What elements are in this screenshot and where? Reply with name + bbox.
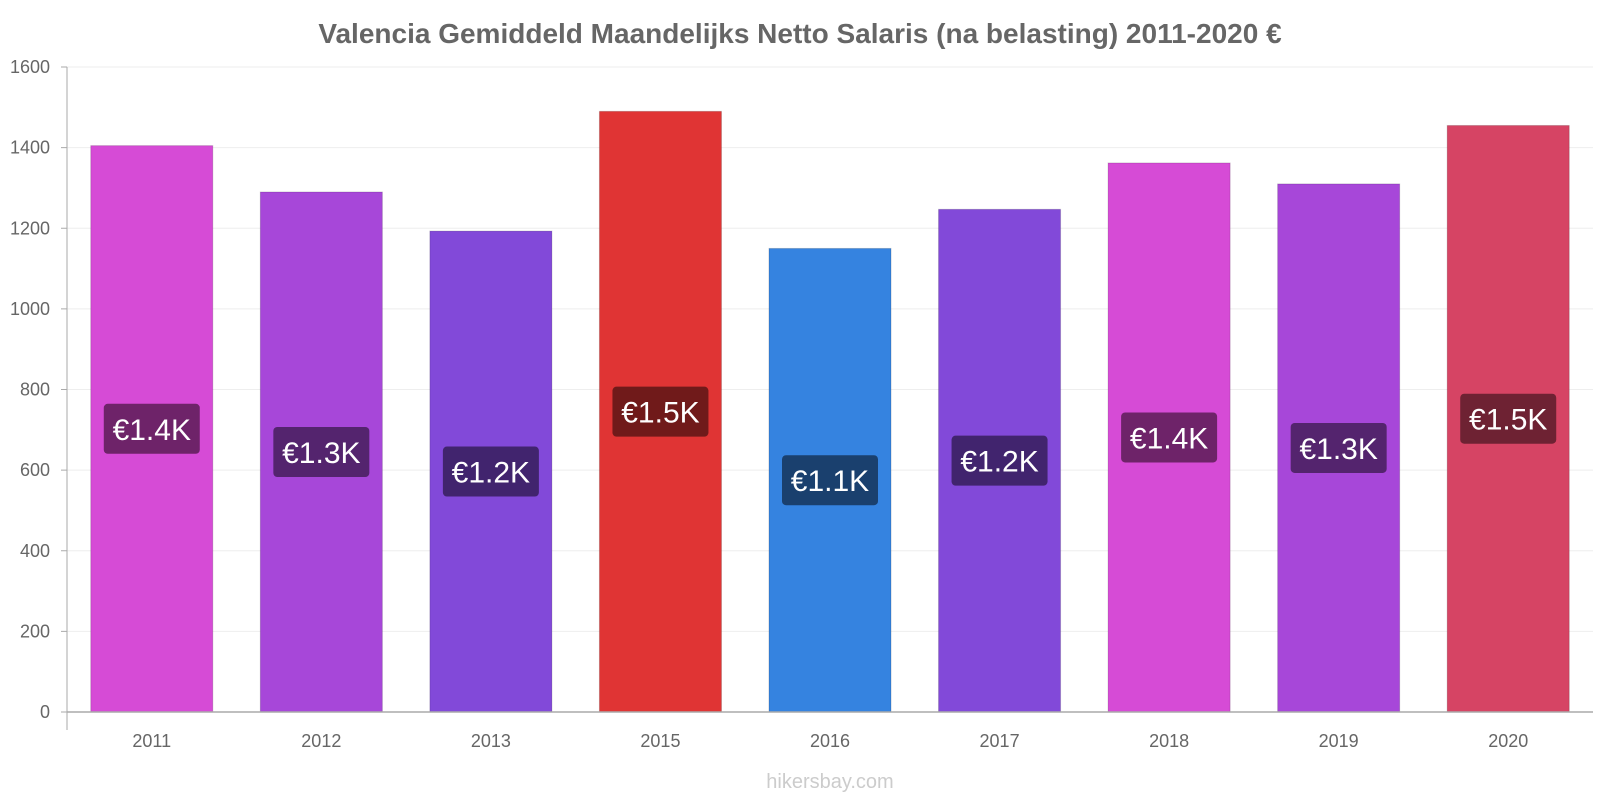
x-tick-label: 2020 bbox=[1488, 731, 1528, 751]
data-label-box bbox=[442, 446, 539, 497]
y-tick-label: 1600 bbox=[10, 57, 50, 77]
value-labels: €1.4K €1.3K €1.2K €1.5K €1.1K €1.2K €1.4K €1.3K… bbox=[103, 386, 1557, 506]
bars bbox=[90, 110, 1570, 713]
x-tick-label: 2017 bbox=[980, 731, 1020, 751]
watermark: hikersbay.com bbox=[766, 771, 893, 793]
y-tick-label: 1400 bbox=[10, 138, 50, 158]
y-axis: 0 200 400 600 800 1000 1200 1400 1600 bbox=[10, 57, 67, 722]
data-label-box bbox=[782, 455, 878, 506]
y-tick-label: 1200 bbox=[10, 218, 50, 238]
data-label: €1.3K bbox=[1299, 433, 1377, 466]
data-label-box bbox=[1290, 422, 1387, 473]
data-label: €1.1K bbox=[791, 465, 869, 498]
x-tick-label: 2019 bbox=[1319, 731, 1359, 751]
data-label-box bbox=[951, 435, 1048, 486]
x-axis: 2011 2012 2013 2015 2016 2017 2018 2019 2020 bbox=[132, 731, 1528, 751]
data-label-box bbox=[1121, 412, 1218, 463]
data-label-box bbox=[103, 403, 200, 454]
data-label-box bbox=[612, 386, 709, 437]
y-tick-label: 1000 bbox=[10, 299, 50, 319]
x-tick-label: 2012 bbox=[301, 731, 341, 751]
x-tick-label: 2018 bbox=[1149, 731, 1189, 751]
x-tick-label: 2011 bbox=[132, 731, 171, 751]
data-label-box bbox=[1460, 393, 1557, 444]
x-tick-label: 2013 bbox=[471, 731, 511, 751]
data-label: €1.2K bbox=[960, 446, 1038, 479]
y-tick-label: 600 bbox=[20, 460, 50, 480]
data-label-box bbox=[273, 426, 370, 477]
chart-title: Valencia Gemiddeld Maandelijks Netto Sal… bbox=[318, 18, 1282, 49]
data-label: €1.4K bbox=[1130, 422, 1208, 455]
y-tick-label: 0 bbox=[40, 702, 50, 722]
data-label: €1.3K bbox=[282, 437, 360, 470]
data-label: €1.5K bbox=[621, 397, 699, 430]
data-label: €1.2K bbox=[452, 457, 530, 490]
data-label: €1.5K bbox=[1469, 404, 1547, 437]
x-tick-label: 2016 bbox=[810, 731, 850, 751]
y-tick-label: 200 bbox=[20, 621, 50, 641]
x-tick-label: 2015 bbox=[640, 731, 680, 751]
y-tick-label: 400 bbox=[20, 541, 50, 561]
y-tick-label: 800 bbox=[20, 380, 50, 400]
data-label: €1.4K bbox=[113, 414, 191, 447]
